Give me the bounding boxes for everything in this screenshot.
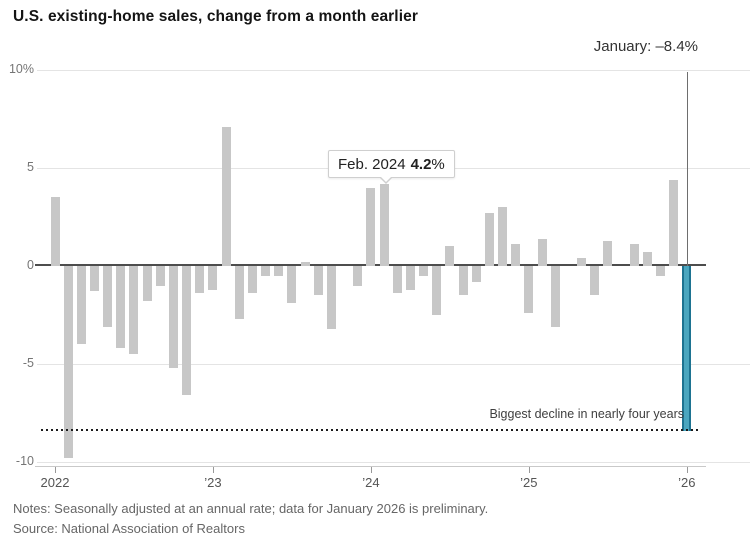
bar-may-2024[interactable] [419, 266, 429, 276]
bar-jan-2022[interactable] [50, 197, 60, 266]
bar-apr-2022[interactable] [89, 266, 99, 292]
y-tick-label: -5 [22, 356, 34, 370]
x-tick [212, 466, 214, 473]
x-tick [686, 466, 688, 473]
y-tick-label: 10% [8, 62, 34, 76]
bar-jul-2024[interactable] [445, 246, 455, 266]
gridline [37, 462, 750, 463]
bar-jul-2025[interactable] [603, 240, 613, 266]
bar-feb-2023[interactable] [221, 126, 231, 266]
bar-jan-2026[interactable] [682, 266, 692, 431]
bar-dec-2023[interactable] [353, 266, 363, 286]
callout-value: 4.2 [410, 155, 432, 173]
gridline [37, 364, 750, 365]
bar-apr-2023[interactable] [247, 266, 257, 294]
x-tick-label: ’23 [204, 475, 222, 490]
bar-jul-2022[interactable] [129, 266, 139, 355]
bar-mar-2022[interactable] [76, 266, 86, 345]
bar-may-2023[interactable] [261, 266, 271, 276]
bar-jan-2024[interactable] [366, 187, 376, 266]
bar-aug-2024[interactable] [458, 266, 468, 296]
threshold-label: Biggest decline in nearly four years [489, 407, 684, 421]
bar-mar-2025[interactable] [550, 266, 560, 327]
bar-aug-2022[interactable] [142, 266, 152, 302]
bar-sep-2023[interactable] [313, 266, 323, 296]
bar-feb-2024[interactable] [379, 183, 389, 266]
chart-title: U.S. existing-home sales, change from a … [13, 8, 418, 25]
bar-jun-2023[interactable] [274, 266, 284, 276]
bar-jan-2023[interactable] [208, 266, 218, 290]
x-tick-label: ’24 [362, 475, 380, 490]
latest-value-label: January: –8.4% [593, 38, 698, 55]
bar-nov-2022[interactable] [182, 266, 192, 396]
bar-sep-2025[interactable] [629, 244, 639, 266]
bar-dec-2022[interactable] [195, 266, 205, 294]
bar-dec-2025[interactable] [669, 179, 679, 266]
bar-sep-2022[interactable] [155, 266, 165, 286]
bar-dec-2024[interactable] [511, 244, 521, 266]
bar-oct-2023[interactable] [326, 266, 336, 329]
bar-jan-2025[interactable] [524, 266, 534, 314]
bar-oct-2024[interactable] [484, 213, 494, 266]
callout-date: Feb. 2024 [338, 155, 406, 173]
bar-jun-2022[interactable] [116, 266, 126, 349]
gridline [37, 70, 750, 71]
callout-tooltip[interactable]: Feb. 2024 4.2 % [328, 150, 455, 184]
x-tick-label: ’25 [520, 475, 538, 490]
x-axis-line [35, 466, 706, 467]
bar-apr-2024[interactable] [405, 266, 415, 290]
callout-unit: % [431, 155, 445, 173]
bar-jul-2023[interactable] [287, 266, 297, 304]
bar-nov-2024[interactable] [498, 207, 508, 266]
x-tick [370, 466, 372, 473]
y-tick-label: 0 [27, 258, 34, 272]
x-tick [528, 466, 530, 473]
callout-pointer-icon [380, 176, 392, 182]
bar-mar-2024[interactable] [392, 266, 402, 294]
bar-oct-2025[interactable] [642, 252, 652, 266]
reference-dotted-line [41, 429, 698, 431]
bar-feb-2025[interactable] [537, 238, 547, 266]
bar-feb-2022[interactable] [63, 266, 73, 459]
x-tick [55, 466, 56, 473]
x-tick-label: ’26 [678, 475, 696, 490]
latest-pointer-line [687, 72, 688, 266]
x-tick-label: 2022 [40, 475, 70, 490]
bar-jun-2025[interactable] [590, 266, 600, 296]
bar-jun-2024[interactable] [432, 266, 442, 315]
bar-aug-2023[interactable] [300, 262, 310, 266]
bar-may-2022[interactable] [103, 266, 113, 327]
bar-sep-2024[interactable] [471, 266, 481, 282]
bar-oct-2022[interactable] [168, 266, 178, 368]
bar-nov-2025[interactable] [655, 266, 665, 276]
bar-may-2025[interactable] [577, 258, 587, 266]
bar-mar-2023[interactable] [234, 266, 244, 319]
y-tick-label: 5 [27, 160, 34, 174]
y-tick-label: -10 [15, 454, 34, 468]
source-text: Source: National Association of Realtors [13, 521, 245, 536]
notes-text: Notes: Seasonally adjusted at an annual … [13, 501, 489, 516]
